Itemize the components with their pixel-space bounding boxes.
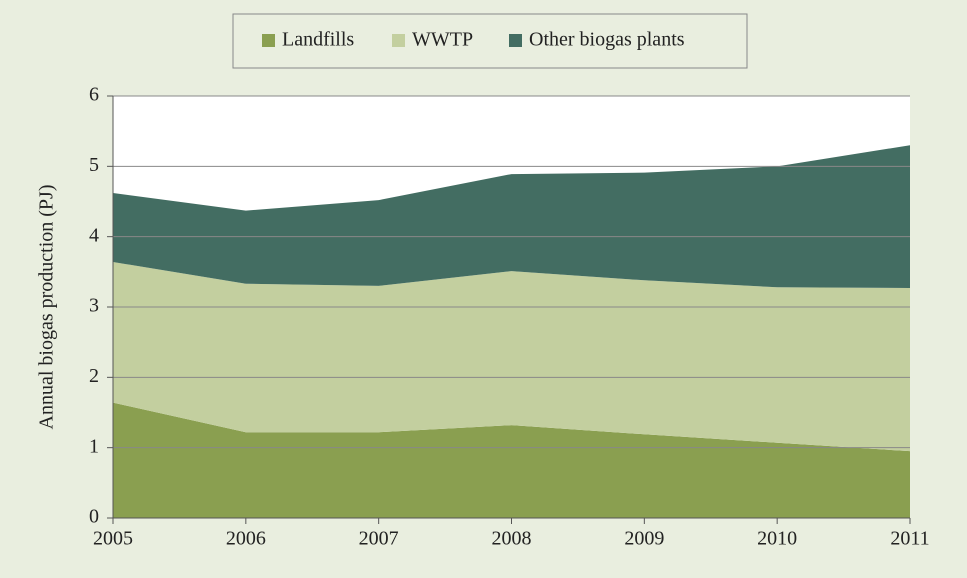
legend-label: Other biogas plants <box>529 29 685 51</box>
x-tick-label: 2011 <box>890 528 929 550</box>
x-tick-label: 2010 <box>757 528 797 550</box>
area <box>113 261 910 452</box>
y-axis-label: Annual biogas production (PJ) <box>36 185 58 430</box>
x-tick-label: 2007 <box>359 528 399 550</box>
y-tick-label: 6 <box>89 84 99 106</box>
legend-label: WWTP <box>412 29 473 51</box>
legend-swatch <box>392 34 405 47</box>
legend-label: Landfills <box>282 29 354 51</box>
legend-swatch <box>509 34 522 47</box>
x-tick-label: 2009 <box>624 528 664 550</box>
x-tick-label: 2006 <box>226 528 266 550</box>
legend-swatch <box>262 34 275 47</box>
y-tick-label: 2 <box>89 365 99 387</box>
x-tick-label: 2005 <box>93 528 133 550</box>
x-tick-label: 2008 <box>492 528 532 550</box>
y-tick-label: 4 <box>89 224 99 246</box>
legend <box>232 13 748 69</box>
y-tick-label: 1 <box>89 435 99 457</box>
area <box>113 145 910 289</box>
y-tick-label: 3 <box>89 295 99 317</box>
y-tick-label: 0 <box>89 506 99 528</box>
y-tick-label: 5 <box>89 154 99 176</box>
area <box>113 402 910 518</box>
